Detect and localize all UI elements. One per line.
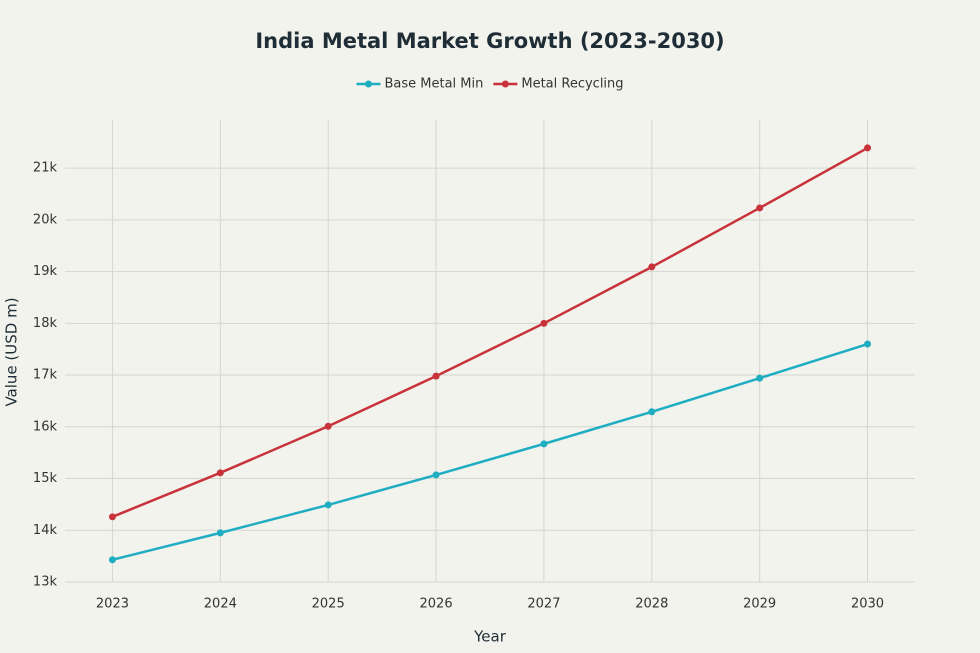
data-point xyxy=(540,440,548,448)
x-tick-label: 2026 xyxy=(420,597,453,612)
x-tick-label: 2023 xyxy=(96,597,129,612)
data-point xyxy=(108,513,116,521)
legend-label: Base Metal Min xyxy=(384,77,483,92)
legend-marker xyxy=(501,80,509,88)
legend-label: Metal Recycling xyxy=(521,77,623,92)
x-tick-label: 2027 xyxy=(527,597,560,612)
x-tick-label: 2028 xyxy=(635,597,668,612)
y-tick-label: 19k xyxy=(33,264,58,279)
x-tick-label: 2025 xyxy=(312,597,345,612)
data-point xyxy=(432,471,440,479)
data-point xyxy=(432,372,440,380)
y-tick-label: 14k xyxy=(33,523,58,538)
data-point xyxy=(108,556,116,564)
y-tick-label: 18k xyxy=(33,316,58,331)
series-line xyxy=(112,342,868,561)
y-tick-label: 21k xyxy=(33,161,58,176)
data-point xyxy=(216,529,224,537)
x-tick-label: 2030 xyxy=(851,597,884,612)
data-point xyxy=(324,422,332,430)
data-point xyxy=(216,469,224,477)
data-point xyxy=(324,501,332,509)
series-line xyxy=(111,146,869,518)
data-point xyxy=(540,319,548,327)
data-point xyxy=(864,340,872,348)
x-axis-label: Year xyxy=(473,628,507,646)
y-tick-label: 20k xyxy=(33,212,58,227)
data-point xyxy=(864,144,872,152)
data-point xyxy=(756,374,764,382)
chart-title: India Metal Market Growth (2023-2030) xyxy=(255,29,724,53)
y-tick-label: 16k xyxy=(33,419,58,434)
y-axis-label: Value (USD m) xyxy=(3,297,21,406)
y-tick-label: 17k xyxy=(33,368,58,383)
y-tick-label: 13k xyxy=(33,575,58,590)
data-point xyxy=(756,204,764,212)
x-tick-label: 2024 xyxy=(204,597,237,612)
legend-item[interactable]: Base Metal Min xyxy=(356,77,483,92)
legend-item[interactable]: Metal Recycling xyxy=(493,77,624,92)
x-tick-label: 2029 xyxy=(743,597,776,612)
y-tick-label: 15k xyxy=(33,471,58,486)
data-point xyxy=(648,263,656,271)
data-point xyxy=(648,408,656,416)
legend-marker xyxy=(364,80,372,88)
